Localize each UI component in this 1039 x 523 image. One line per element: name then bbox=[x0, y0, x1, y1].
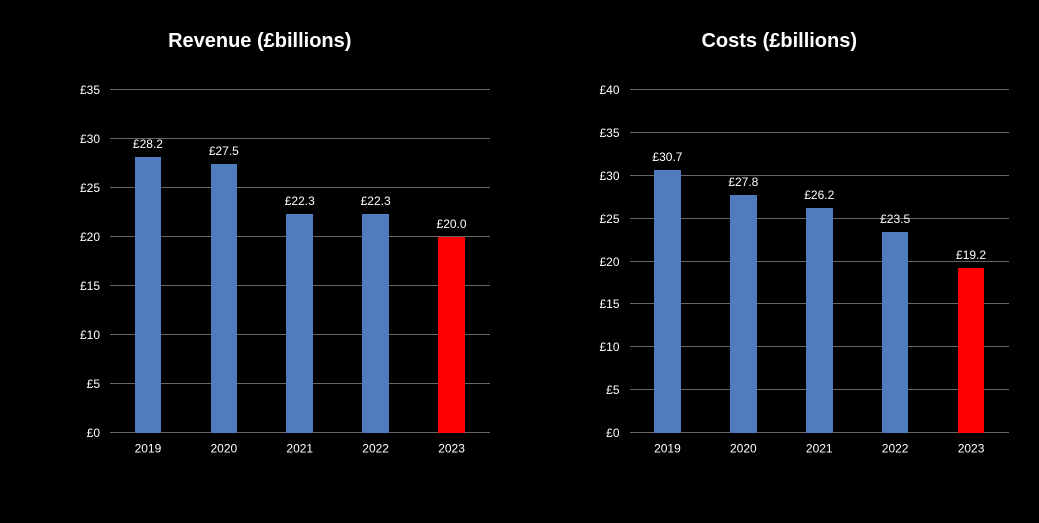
panel-costs: Costs (£billions) £0£5£10£15£20£25£30£35… bbox=[520, 0, 1039, 523]
bar-value-label: £30.7 bbox=[652, 150, 682, 164]
bar-slot: £22.3 bbox=[362, 214, 389, 433]
y-tick-label: £5 bbox=[606, 383, 619, 397]
y-tick-label: £10 bbox=[599, 340, 619, 354]
gridline bbox=[630, 175, 1010, 176]
gridline bbox=[630, 132, 1010, 133]
x-tick-label: 2019 bbox=[135, 441, 162, 455]
x-tick-label: 2023 bbox=[958, 441, 985, 455]
bar-value-label: £19.2 bbox=[956, 248, 986, 262]
bar-value-label: £26.2 bbox=[804, 188, 834, 202]
y-tick-label: £30 bbox=[80, 132, 100, 146]
y-tick-label: £20 bbox=[599, 255, 619, 269]
bar-value-label: £20.0 bbox=[437, 217, 467, 231]
x-tick-label: 2022 bbox=[882, 441, 909, 455]
bar bbox=[806, 208, 833, 433]
bar-slot: £19.2 bbox=[958, 268, 985, 433]
bar-value-label: £27.8 bbox=[728, 175, 758, 189]
y-tick-label: £20 bbox=[80, 230, 100, 244]
bar-slot: £27.8 bbox=[730, 195, 757, 433]
y-tick-label: £15 bbox=[599, 297, 619, 311]
y-tick-label: £10 bbox=[80, 328, 100, 342]
x-tick-label: 2020 bbox=[210, 441, 237, 455]
bar bbox=[362, 214, 389, 433]
y-tick-label: £0 bbox=[87, 426, 100, 440]
bar-value-label: £23.5 bbox=[880, 212, 910, 226]
bar-slot: £22.3 bbox=[286, 214, 313, 433]
y-tick-label: £25 bbox=[599, 212, 619, 226]
chart-title: Revenue (£billions) bbox=[0, 30, 520, 53]
bar-value-label: £28.2 bbox=[133, 137, 163, 151]
chart-container: Revenue (£billions) £0£5£10£15£20£25£30£… bbox=[0, 0, 1039, 523]
x-tick-label: 2023 bbox=[438, 441, 465, 455]
y-tick-label: £35 bbox=[80, 83, 100, 97]
bar-slot: £30.7 bbox=[654, 170, 681, 433]
y-tick-label: £25 bbox=[80, 181, 100, 195]
bar-value-label: £27.5 bbox=[209, 144, 239, 158]
bar-slot: £27.5 bbox=[211, 164, 238, 434]
x-tick-label: 2022 bbox=[362, 441, 389, 455]
bar-value-label: £22.3 bbox=[361, 194, 391, 208]
y-tick-label: £0 bbox=[606, 426, 619, 440]
gridline bbox=[630, 89, 1010, 90]
x-tick-label: 2021 bbox=[286, 441, 313, 455]
plot-area-right: £0£5£10£15£20£25£30£35£402019£30.72020£2… bbox=[630, 90, 1010, 433]
bar bbox=[135, 157, 162, 433]
plot-wrapper-left: £0£5£10£15£20£25£30£352019£28.22020£27.5… bbox=[80, 90, 490, 463]
bar bbox=[730, 195, 757, 433]
y-tick-label: £30 bbox=[599, 169, 619, 183]
bar-slot: £20.0 bbox=[438, 237, 465, 433]
gridline bbox=[110, 187, 490, 188]
chart-title: Costs (£billions) bbox=[520, 30, 1039, 53]
y-tick-label: £40 bbox=[599, 83, 619, 97]
bar-slot: £26.2 bbox=[806, 208, 833, 433]
y-tick-label: £35 bbox=[599, 126, 619, 140]
y-tick-label: £15 bbox=[80, 279, 100, 293]
x-tick-label: 2019 bbox=[654, 441, 681, 455]
bar bbox=[438, 237, 465, 433]
bar-value-label: £22.3 bbox=[285, 194, 315, 208]
plot-wrapper-right: £0£5£10£15£20£25£30£35£402019£30.72020£2… bbox=[600, 90, 1010, 463]
plot-area-left: £0£5£10£15£20£25£30£352019£28.22020£27.5… bbox=[110, 90, 490, 433]
bar-slot: £28.2 bbox=[135, 157, 162, 433]
bar bbox=[211, 164, 238, 434]
gridline bbox=[110, 138, 490, 139]
bar bbox=[882, 232, 909, 434]
bar bbox=[958, 268, 985, 433]
x-tick-label: 2021 bbox=[806, 441, 833, 455]
bar-slot: £23.5 bbox=[882, 232, 909, 434]
bar bbox=[654, 170, 681, 433]
gridline bbox=[110, 89, 490, 90]
y-tick-label: £5 bbox=[87, 377, 100, 391]
x-tick-label: 2020 bbox=[730, 441, 757, 455]
panel-revenue: Revenue (£billions) £0£5£10£15£20£25£30£… bbox=[0, 0, 520, 523]
bar bbox=[286, 214, 313, 433]
